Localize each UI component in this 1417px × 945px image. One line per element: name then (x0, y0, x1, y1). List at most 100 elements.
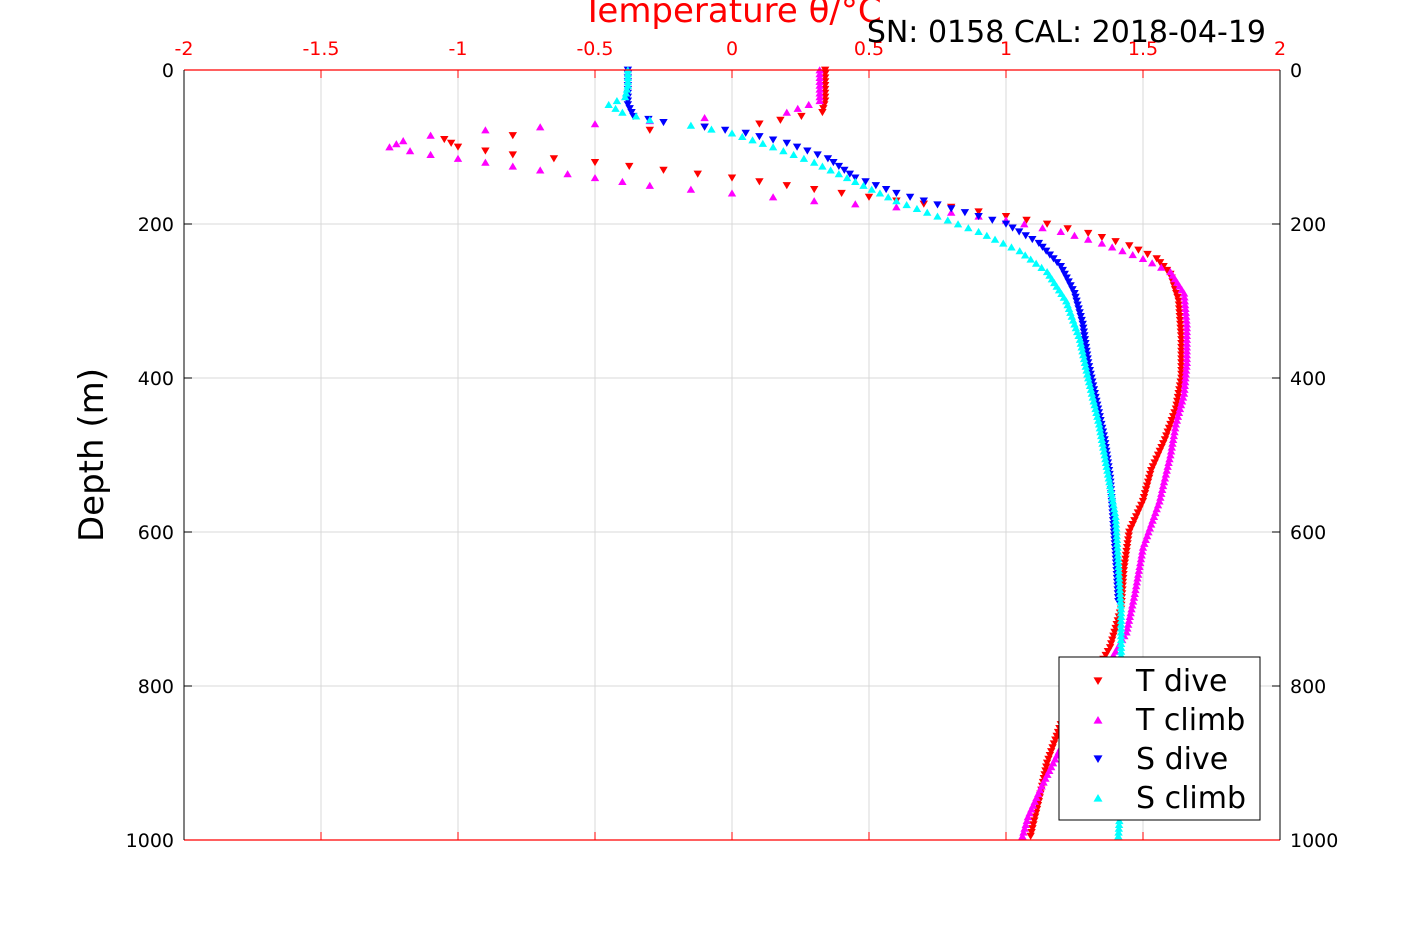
data-point (1104, 474, 1113, 482)
data-point (1116, 639, 1126, 648)
data-point (1110, 508, 1120, 517)
data-point (826, 166, 835, 174)
data-point (793, 104, 802, 112)
data-point (1116, 624, 1126, 632)
data-point (1094, 416, 1103, 424)
data-point (426, 131, 435, 139)
y-tick-label-left: 1000 (126, 830, 174, 852)
data-point (1128, 597, 1138, 605)
data-point (1174, 408, 1184, 417)
data-point (1130, 589, 1139, 597)
data-point (1176, 324, 1185, 332)
data-point (1070, 289, 1079, 298)
data-point (768, 143, 778, 151)
x-tick-label: 0.5 (854, 38, 884, 60)
data-point (892, 203, 901, 211)
data-point (1134, 566, 1144, 574)
data-point (1044, 755, 1053, 763)
data-point (758, 139, 768, 147)
data-point (1026, 255, 1035, 263)
data-point (1131, 513, 1141, 521)
data-point (1172, 416, 1182, 424)
data-point (782, 139, 791, 147)
data-point (1086, 385, 1096, 393)
data-point (481, 158, 490, 166)
data-point (1180, 378, 1190, 386)
data-point (1079, 328, 1089, 336)
data-point (851, 200, 860, 208)
data-point (1157, 489, 1166, 497)
data-point (974, 227, 983, 236)
data-point (1112, 532, 1121, 540)
y-tick-label-left: 600 (138, 522, 174, 544)
data-point (1103, 647, 1113, 656)
data-point (1099, 447, 1109, 455)
data-point (1014, 228, 1024, 236)
data-point (748, 136, 757, 144)
data-point (1089, 397, 1098, 405)
data-point (1163, 462, 1172, 470)
data-point (1134, 246, 1143, 254)
data-point (1082, 366, 1091, 374)
data-point (1182, 351, 1192, 359)
data-point (1085, 381, 1095, 390)
data-point (813, 151, 822, 159)
x-tick-label: 0 (726, 38, 738, 60)
data-point (1116, 593, 1125, 601)
data-point (789, 150, 798, 159)
data-point (1018, 832, 1027, 840)
data-point (1155, 447, 1164, 455)
data-point (508, 132, 517, 140)
data-point (1092, 408, 1101, 417)
data-point (627, 108, 636, 117)
data-point (1162, 466, 1171, 474)
data-point (1007, 243, 1016, 251)
data-point (453, 154, 463, 162)
data-point (1110, 628, 1119, 636)
legend: T dive T climb S dive S climb (1058, 656, 1261, 821)
data-point (1179, 389, 1189, 397)
data-point (1175, 405, 1185, 413)
legend-box (1058, 656, 1261, 821)
y-tick-label-right: 0 (1290, 60, 1302, 82)
data-point (1116, 605, 1126, 613)
data-point (590, 174, 600, 182)
data-point (892, 189, 901, 197)
data-point (1122, 544, 1132, 552)
data-point (1138, 543, 1148, 551)
data-point (426, 150, 435, 159)
x-tick-label: 1.5 (1128, 38, 1158, 60)
data-point (1109, 632, 1118, 640)
data-point (851, 177, 860, 186)
data-point (1125, 242, 1134, 250)
data-point (453, 143, 463, 151)
data-point (974, 212, 983, 221)
data-point (1020, 251, 1030, 259)
data-point (797, 112, 806, 120)
data-point (1020, 220, 1029, 228)
data-point (720, 126, 730, 134)
y-tick-label-left: 400 (138, 368, 174, 390)
data-point (1112, 524, 1121, 532)
data-point (1164, 458, 1173, 467)
data-point (1133, 574, 1142, 582)
data-point (1177, 397, 1187, 405)
data-point (1134, 570, 1143, 578)
data-point (1066, 282, 1075, 290)
data-point (1077, 343, 1086, 351)
data-point (618, 177, 627, 186)
data-point (659, 119, 668, 127)
legend-label: S dive (1136, 742, 1228, 777)
data-point (1115, 574, 1124, 582)
data-point (804, 100, 813, 109)
data-point (1084, 378, 1094, 386)
data-point (988, 216, 997, 224)
data-point (1105, 478, 1114, 486)
data-point (645, 126, 654, 134)
data-point (1076, 339, 1086, 347)
data-point (686, 185, 696, 193)
data-point (1079, 354, 1089, 363)
data-point (481, 126, 490, 134)
data-point (834, 162, 844, 171)
